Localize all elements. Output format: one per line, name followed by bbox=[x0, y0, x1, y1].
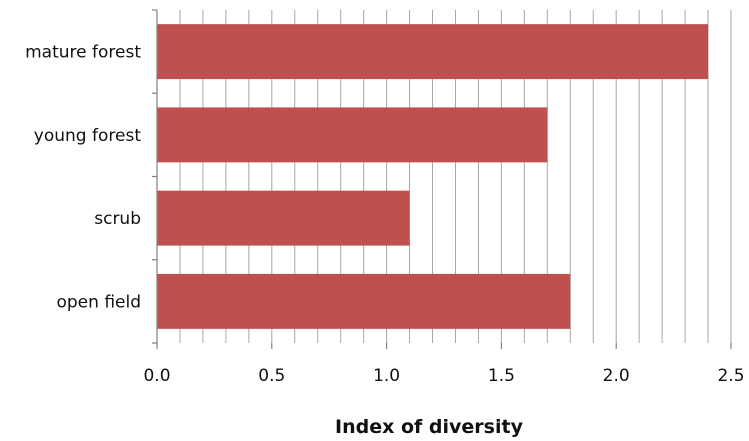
category-labels: mature forest young forest scrub open field bbox=[25, 43, 141, 313]
bar-scrub bbox=[157, 190, 410, 246]
x-tick-labels: 0.0 0.5 1.0 1.5 2.0 2.5 bbox=[143, 366, 744, 386]
x-tick-label: 2.0 bbox=[603, 366, 630, 386]
bar-open-field bbox=[157, 273, 571, 329]
x-tick-label: 1.5 bbox=[488, 366, 515, 386]
category-label: open field bbox=[56, 292, 141, 312]
bar-mature-forest bbox=[157, 24, 709, 80]
bar-young-forest bbox=[157, 107, 548, 163]
axes bbox=[152, 9, 732, 349]
x-tick-label: 0.5 bbox=[258, 366, 285, 386]
category-label: scrub bbox=[94, 209, 141, 229]
category-label: young forest bbox=[34, 126, 142, 146]
x-tick-label: 2.5 bbox=[717, 366, 744, 386]
bars bbox=[157, 24, 709, 329]
x-tick-label: 1.0 bbox=[373, 366, 400, 386]
x-axis-title: Index of diversity bbox=[335, 416, 524, 438]
x-tick-label: 0.0 bbox=[143, 366, 170, 386]
category-label: mature forest bbox=[25, 43, 141, 63]
